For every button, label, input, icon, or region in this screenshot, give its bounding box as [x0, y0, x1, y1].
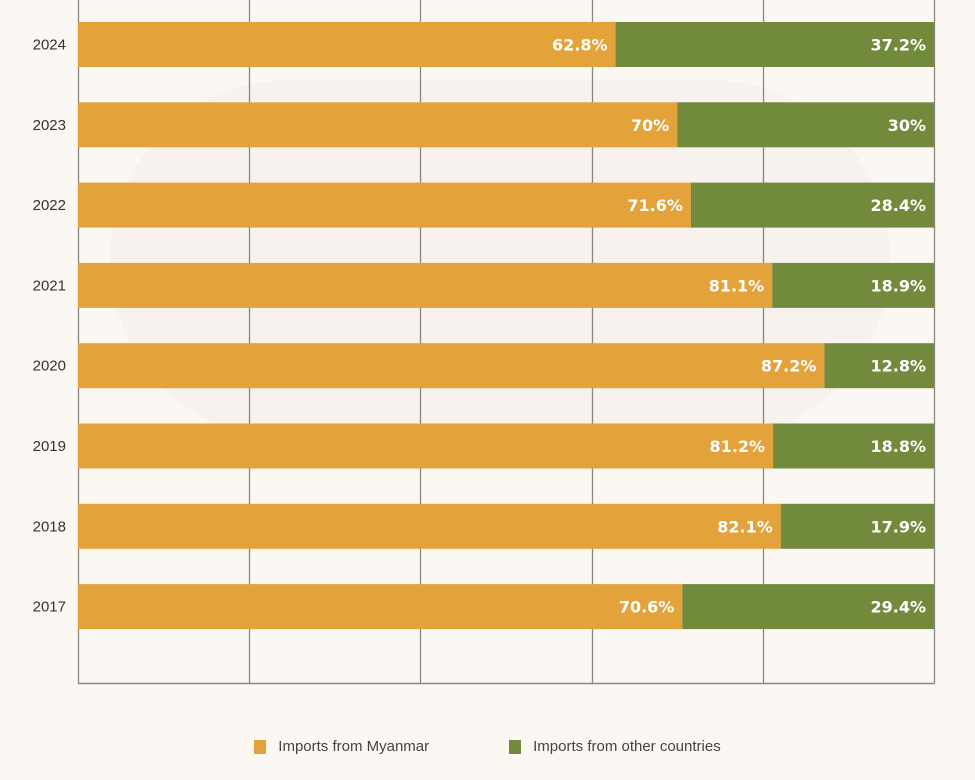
y-tick-label: 2018: [33, 518, 66, 535]
value-label-other: 18.9%: [870, 276, 926, 295]
bar-segment-other: [780, 503, 934, 549]
y-tick-label: 2020: [33, 358, 66, 375]
legend-swatch-myanmar: [254, 739, 267, 754]
value-label-myanmar: 87.2%: [761, 357, 817, 376]
bar-segment-myanmar: [78, 423, 774, 469]
bar-segment-other: [677, 102, 934, 148]
bar-segment-myanmar: [78, 584, 683, 630]
value-label-other: 18.8%: [870, 437, 926, 456]
value-label-myanmar: 71.6%: [627, 196, 683, 215]
value-label-myanmar: 82.1%: [717, 517, 773, 536]
y-tick-label: 2024: [33, 37, 66, 54]
stacked-bar-chart: 62.8% 37.2% 2024 70% 30% 2023 71.6% 28.4% 2022 81…: [33, 0, 936, 685]
legend-label-other: Imports from other countries: [533, 738, 721, 755]
bar-segment-other: [824, 343, 934, 389]
y-tick-label: 2022: [33, 197, 66, 214]
value-label-myanmar: 81.2%: [710, 437, 766, 456]
legend: Imports from Myanmar Imports from other …: [0, 738, 975, 755]
legend-label-myanmar: Imports from Myanmar: [278, 738, 430, 755]
value-label-myanmar: 70.6%: [619, 598, 675, 617]
bar-segment-other: [772, 262, 934, 308]
bar-segment-myanmar: [78, 262, 773, 308]
bar-segment-myanmar: [78, 503, 781, 549]
value-label-other: 29.4%: [870, 598, 926, 617]
bar-segment-myanmar: [78, 343, 825, 389]
value-label-other: 28.4%: [870, 196, 926, 215]
value-label-other: 30%: [888, 116, 926, 135]
value-label-other: 12.8%: [870, 357, 926, 376]
bar-segment-myanmar: [78, 102, 678, 148]
bar-segment-myanmar: [78, 22, 616, 67]
value-label-myanmar: 62.8%: [552, 36, 608, 55]
y-tick-label: 2017: [33, 599, 66, 616]
legend-swatch-other: [509, 739, 522, 754]
bar-segment-other: [773, 423, 934, 469]
bar-segment-myanmar: [78, 182, 691, 228]
y-tick-label: 2021: [33, 277, 66, 294]
value-label-other: 17.9%: [870, 517, 926, 536]
legend-item-other: Imports from other countries: [509, 738, 721, 755]
bar-segment-other: [615, 22, 934, 67]
value-label-myanmar: 70%: [631, 116, 669, 135]
value-label-myanmar: 81.1%: [709, 276, 765, 295]
value-label-other: 37.2%: [870, 36, 926, 55]
y-tick-label: 2019: [33, 438, 66, 455]
y-tick-label: 2023: [33, 117, 66, 134]
bar-segment-other: [682, 584, 934, 630]
legend-item-myanmar: Imports from Myanmar: [254, 738, 429, 755]
bar-segment-other: [690, 182, 934, 228]
